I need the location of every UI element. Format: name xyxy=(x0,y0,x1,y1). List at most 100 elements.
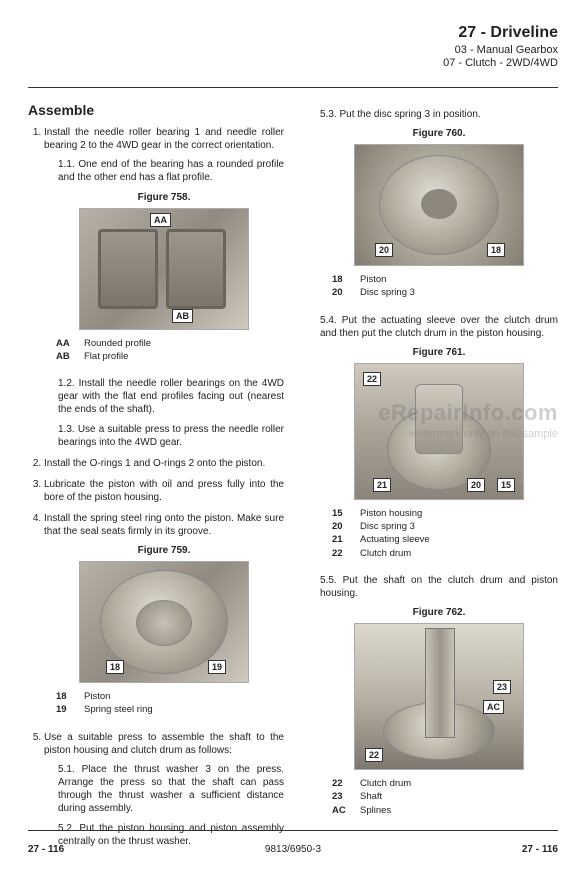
callout-value: Spring steel ring xyxy=(84,704,153,716)
figure-762-tag-ac: AC xyxy=(483,700,504,714)
callout-key: 19 xyxy=(56,704,76,716)
figure-758-image: AA AB xyxy=(80,209,248,329)
callout-key: 22 xyxy=(332,548,352,560)
callout-value: Piston housing xyxy=(360,508,422,520)
section-heading: 27 - Driveline xyxy=(28,24,558,42)
main-steps-left: Install the needle roller bearing 1 and … xyxy=(28,126,284,848)
callout-key: 20 xyxy=(332,521,352,533)
subsection-2: 07 - Clutch - 2WD/4WD xyxy=(28,57,558,69)
page-footer: 27 - 116 9813/6950-3 27 - 116 xyxy=(28,844,558,855)
footer-left: 27 - 116 xyxy=(28,844,64,855)
step-5-2-num: 5.2. xyxy=(58,823,75,834)
callout-row: 18Piston xyxy=(56,691,284,703)
step-2-text: Install the O-rings 1 and O-rings 2 onto… xyxy=(44,458,265,469)
callout-value: Splines xyxy=(360,805,391,817)
step-5-4-text: Put the actuating sleeve over the clutch… xyxy=(320,315,558,339)
callout-row: 23Shaft xyxy=(332,791,558,803)
figure-759: 18 19 xyxy=(79,561,249,683)
step-5-5: 5.5. Put the shaft on the clutch drum an… xyxy=(320,574,558,824)
step-5-4-num: 5.4. xyxy=(320,315,337,326)
figure-760: 20 18 xyxy=(354,144,524,266)
step-5-4: 5.4. Put the actuating sleeve over the c… xyxy=(320,314,558,567)
step-1-3: 1.3. Use a suitable press to press the n… xyxy=(58,423,284,449)
callout-value: Actuating sleeve xyxy=(360,534,430,546)
step-2: Install the O-rings 1 and O-rings 2 onto… xyxy=(44,457,284,470)
callout-value: Disc spring 3 xyxy=(360,521,415,533)
figure-760-callouts: 18 Piston 20 Disc spring 3 xyxy=(320,272,558,307)
figure-761-tag-15: 15 xyxy=(497,478,515,492)
step-1-1: 1.1. One end of the bearing has a rounde… xyxy=(58,158,284,184)
content-columns: Assemble Install the needle roller beari… xyxy=(28,102,558,856)
step-3-text: Lubricate the piston with oil and press … xyxy=(44,479,284,503)
callout-key: 15 xyxy=(332,508,352,520)
figure-758-caption: Figure 758. xyxy=(44,191,284,204)
step-5-1: 5.1. Place the thrust washer 3 on the pr… xyxy=(58,763,284,815)
callout-value: Flat profile xyxy=(84,351,128,363)
figure-761-image: 22 21 20 15 xyxy=(355,364,523,499)
figure-761-tag-22: 22 xyxy=(363,372,381,386)
step-5-3-num: 5.3. xyxy=(320,109,337,120)
callout-key: 23 xyxy=(332,791,352,803)
callout-row: 22 Clutch drum xyxy=(332,548,558,560)
step-3: Lubricate the piston with oil and press … xyxy=(44,478,284,504)
callout-row: AA Rounded profile xyxy=(56,338,284,350)
figure-759-caption: Figure 759. xyxy=(44,544,284,557)
figure-762-caption: Figure 762. xyxy=(320,606,558,619)
step-1-2-text: Install the needle roller bearings on th… xyxy=(58,378,284,415)
figure-761-caption: Figure 761. xyxy=(320,346,558,359)
section-number: 27 xyxy=(458,24,476,41)
figure-762-tag-22: 22 xyxy=(365,748,383,762)
step-5-3: 5.3. Put the disc spring 3 in position. … xyxy=(320,108,558,307)
callout-key: AC xyxy=(332,805,352,817)
figure-758-tag-ab: AB xyxy=(172,309,193,323)
right-column: 5.3. Put the disc spring 3 in position. … xyxy=(302,102,558,856)
callout-row: 15 Piston housing xyxy=(332,508,558,520)
section-dash: - xyxy=(481,24,491,41)
step-1-3-text: Use a suitable press to press the needle… xyxy=(58,424,284,448)
callout-value: Disc spring 3 xyxy=(360,287,415,299)
callout-value: Piston xyxy=(360,274,386,286)
assemble-heading: Assemble xyxy=(28,102,284,118)
figure-760-tag-20: 20 xyxy=(375,243,393,257)
callout-key: AA xyxy=(56,338,76,350)
callout-value: Rounded profile xyxy=(84,338,151,350)
figure-762: 23 AC 22 xyxy=(354,623,524,770)
footer-right: 27 - 116 xyxy=(522,844,558,855)
step-1-text: Install the needle roller bearing 1 and … xyxy=(44,127,284,151)
figure-760-tag-18: 18 xyxy=(487,243,505,257)
step-5-5-text: Put the shaft on the clutch drum and pis… xyxy=(320,575,558,599)
callout-row: 19 Spring steel ring xyxy=(56,704,284,716)
callout-key: 22 xyxy=(332,778,352,790)
step-5-sub: 5.1. Place the thrust washer 3 on the pr… xyxy=(44,763,284,848)
step-1-1-text: One end of the bearing has a rounded pro… xyxy=(58,159,284,183)
step-1: Install the needle roller bearing 1 and … xyxy=(44,126,284,449)
step-5-text: Use a suitable press to assemble the sha… xyxy=(44,732,284,756)
step-1-sub-cont: 1.2. Install the needle roller bearings … xyxy=(44,377,284,449)
figure-758: AA AB xyxy=(79,208,249,330)
step-4-text: Install the spring steel ring onto the p… xyxy=(44,513,284,537)
callout-value: Piston xyxy=(84,691,110,703)
left-column: Assemble Install the needle roller beari… xyxy=(28,102,284,856)
callout-row: 21 Actuating sleeve xyxy=(332,534,558,546)
figure-760-caption: Figure 760. xyxy=(320,127,558,140)
callout-row: AC Splines xyxy=(332,805,558,817)
step-5-1-text: Place the thrust washer 3 on the press. … xyxy=(58,764,284,814)
footer-center: 9813/6950-3 xyxy=(265,844,321,855)
step-4: Install the spring steel ring onto the p… xyxy=(44,512,284,724)
callout-key: 21 xyxy=(332,534,352,546)
figure-759-tag-18: 18 xyxy=(106,660,124,674)
callout-key: 20 xyxy=(332,287,352,299)
figure-758-tag-aa: AA xyxy=(150,213,171,227)
callout-key: 18 xyxy=(332,274,352,286)
callout-value: Clutch drum xyxy=(360,778,411,790)
step-5-1-num: 5.1. xyxy=(58,764,75,775)
step-1-2-num: 1.2. xyxy=(58,378,75,389)
figure-761-tag-20: 20 xyxy=(467,478,485,492)
page-header: 27 - Driveline 03 - Manual Gearbox 07 - … xyxy=(28,24,558,69)
callout-value: Clutch drum xyxy=(360,548,411,560)
figure-761-tag-21: 21 xyxy=(373,478,391,492)
figure-761: 22 21 20 15 xyxy=(354,363,524,500)
figure-762-image: 23 AC 22 xyxy=(355,624,523,769)
callout-key: AB xyxy=(56,351,76,363)
callout-row: 22 Clutch drum xyxy=(332,778,558,790)
